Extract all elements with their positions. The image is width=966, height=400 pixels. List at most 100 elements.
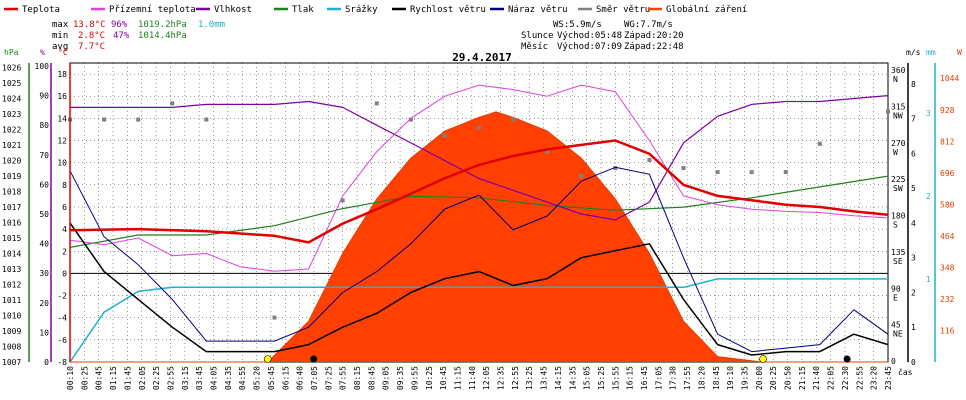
legend-label-1: Přízemní teplota <box>109 5 196 15</box>
chart-title: 29.4.2017 <box>452 51 512 64</box>
tick-time-30: 12:35 <box>497 366 506 390</box>
tick-hpa-16: 1010 <box>2 312 21 321</box>
tick-w-7: 232 <box>940 295 955 304</box>
wind-dir-point-9 <box>408 117 413 122</box>
stat-avg-temp: 7.7°C <box>78 42 105 52</box>
stat-sun-label: Slunce <box>521 31 554 41</box>
tick-pct-6: 40 <box>39 240 49 249</box>
tick-c-6: 6 <box>62 203 67 212</box>
tick-time-24: 09:55 <box>410 366 419 390</box>
tick-ms-0: 8 <box>911 80 916 89</box>
moonrise-marker <box>310 355 318 363</box>
tick-c-9: 0 <box>62 269 67 278</box>
axis-w-unit: W <box>957 48 962 57</box>
stat-ws: WS:5.9m/s <box>553 20 602 30</box>
tick-time-29: 12:05 <box>482 366 491 390</box>
stat-moon-label: Měsíc <box>521 42 548 52</box>
tick-ms-2: 6 <box>911 149 916 158</box>
stat-moon-set: Západ:22:48 <box>624 42 684 52</box>
tick-w-1: 928 <box>940 106 955 115</box>
tick-c-12: -6 <box>57 336 67 345</box>
tick-time-7: 02:55 <box>166 366 175 390</box>
tick-hpa-11: 1015 <box>2 234 21 243</box>
tick-time-50: 20:50 <box>784 366 793 390</box>
wind-dir-point-7 <box>340 198 345 203</box>
tick-w-6: 348 <box>940 263 955 272</box>
wind-dir-point-6 <box>272 315 277 320</box>
tick-c-11: -4 <box>57 314 67 323</box>
tick-time-9: 03:45 <box>195 366 204 390</box>
tick-hpa-9: 1017 <box>2 203 21 212</box>
stat-max-rain: 1.0mm <box>198 20 225 30</box>
tick-dir-label-5: SE <box>893 257 903 266</box>
series-prizemni-teplota <box>69 84 889 272</box>
tick-ms-7: 1 <box>911 323 916 332</box>
stat-moon-rise: Východ:07:09 <box>557 42 622 52</box>
series-globalni-zareni-area <box>70 111 888 363</box>
tick-hpa-2: 1024 <box>2 95 21 104</box>
tick-pct-8: 20 <box>39 299 49 308</box>
wind-dir-point-4 <box>204 117 209 122</box>
tick-time-47: 19:35 <box>740 366 749 390</box>
series-rychlost-vetru <box>69 222 889 356</box>
stat-min-hum: 47% <box>113 31 130 41</box>
series-srazky <box>69 278 888 363</box>
tick-dir-deg-0: 360 <box>891 66 906 75</box>
series-naraz-vetru <box>69 166 889 353</box>
tick-time-40: 16:45 <box>640 366 649 390</box>
series-tlak <box>69 175 889 248</box>
axis-c-unit: °C <box>58 48 68 57</box>
tick-time-34: 14:15 <box>554 366 563 390</box>
sunset-marker <box>759 355 767 363</box>
tick-hpa-12: 1014 <box>2 250 21 259</box>
tick-time-45: 18:45 <box>712 366 721 390</box>
tick-w-5: 464 <box>940 232 955 241</box>
tick-pct-0: 100 <box>35 62 50 71</box>
stat-sun-rise: Východ:05:48 <box>557 31 622 41</box>
tick-time-43: 17:55 <box>683 366 692 390</box>
tick-time-38: 15:55 <box>611 366 620 390</box>
tick-hpa-5: 1021 <box>2 141 21 150</box>
legend-label-5: Rychlost větru <box>410 5 486 15</box>
tick-hpa-14: 1012 <box>2 281 21 290</box>
tick-time-41: 17:05 <box>654 366 663 390</box>
axis-pct-unit: % <box>40 48 45 57</box>
tick-pct-2: 80 <box>39 121 49 130</box>
tick-time-23: 09:35 <box>396 366 405 390</box>
tick-hpa-17: 1009 <box>2 327 21 336</box>
stat-max-label: max <box>52 20 69 30</box>
tick-hpa-19: 1007 <box>2 358 21 367</box>
tick-ms-8: 0 <box>911 358 916 367</box>
tick-time-3: 01:15 <box>109 366 118 390</box>
legend-label-8: Globální záření <box>666 5 747 15</box>
tick-dir-deg-2: 270 <box>891 139 906 148</box>
tick-c-1: 16 <box>57 92 67 101</box>
legend-label-7: Směr větru <box>596 5 650 15</box>
legend-label-3: Tlak <box>292 5 314 15</box>
wind-dir-point-11 <box>477 125 481 130</box>
stat-max-temp: 13.8°C <box>73 20 106 30</box>
series-globalni-zareni-line <box>70 111 888 363</box>
tick-pct-7: 30 <box>39 269 49 278</box>
tick-time-37: 15:25 <box>597 366 606 390</box>
legend-label-2: Vlhkost <box>214 5 252 15</box>
tick-c-3: 12 <box>57 137 67 146</box>
tick-time-5: 02:05 <box>138 366 147 390</box>
tick-dir-deg-7: 45 <box>891 321 901 330</box>
tick-c-2: 14 <box>57 114 67 123</box>
tick-w-2: 812 <box>940 137 955 146</box>
stat-min-press: 1014.4hPa <box>138 31 187 41</box>
tick-time-46: 19:10 <box>726 366 735 390</box>
tick-ms-4: 4 <box>911 219 916 228</box>
tick-time-53: 22:05 <box>827 366 836 390</box>
tick-pct-1: 90 <box>39 92 49 101</box>
tick-hpa-10: 1016 <box>2 219 21 228</box>
legend-label-6: Náraz větru <box>508 5 568 15</box>
sunrise-marker <box>263 355 272 363</box>
tick-dir-deg-4: 180 <box>891 212 906 221</box>
tick-dir-label-2: W <box>893 148 898 157</box>
tick-dir-deg-8: 0 <box>891 357 896 366</box>
tick-c-10: -2 <box>57 292 67 301</box>
series-vlhkost <box>70 95 889 221</box>
tick-time-8: 03:15 <box>181 366 190 390</box>
